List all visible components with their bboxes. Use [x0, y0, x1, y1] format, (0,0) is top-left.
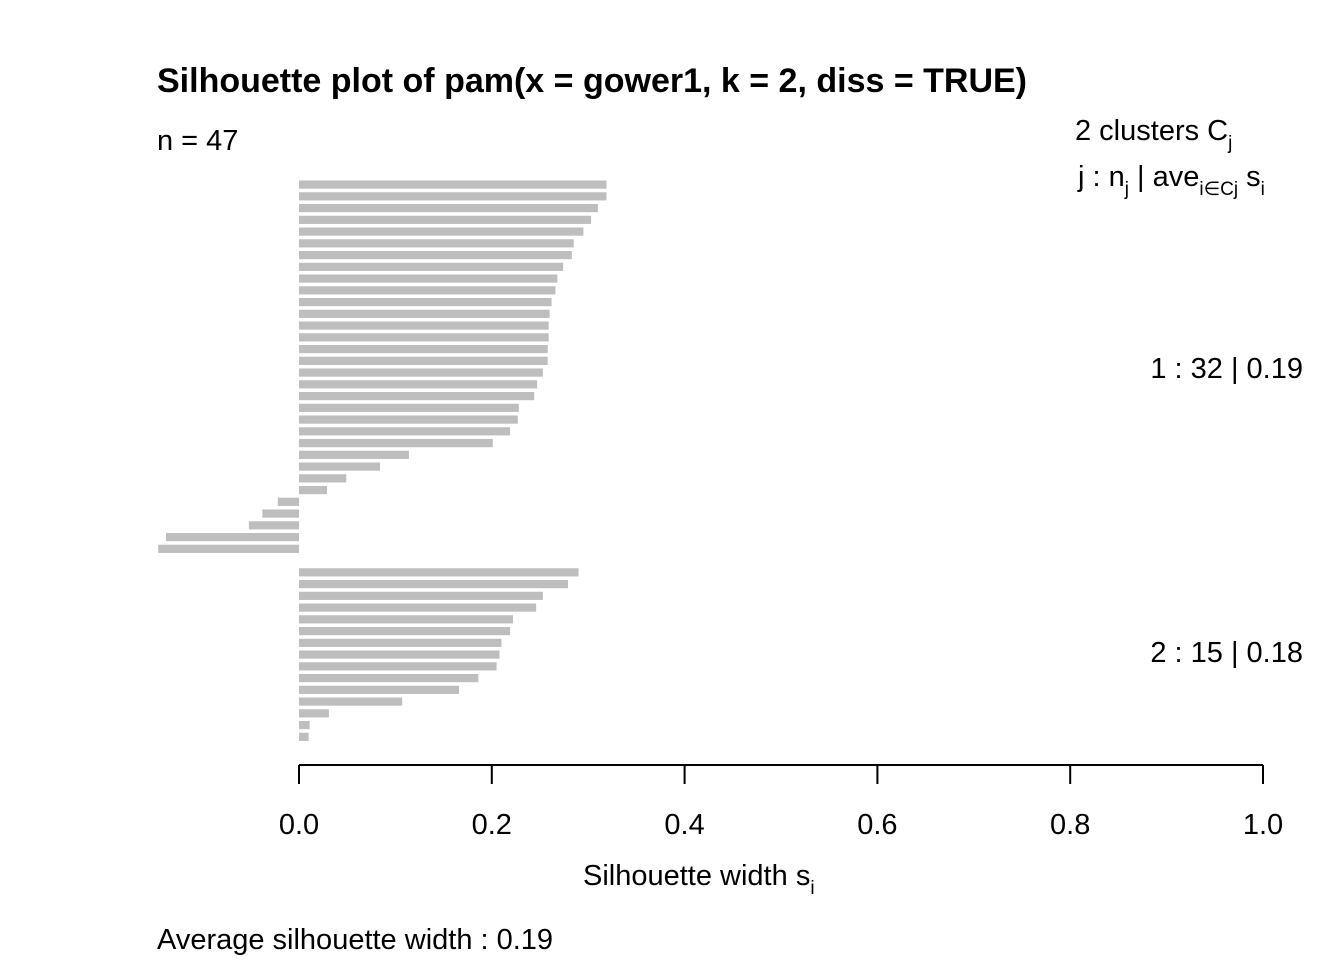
silhouette-bar-c1-19: [299, 392, 535, 401]
silhouette-bar-c1-14: [299, 333, 549, 342]
silhouette-bar-c2-14: [299, 721, 310, 730]
silhouette-bar-c2-15: [299, 732, 309, 741]
silhouette-bar-c2-7: [299, 638, 502, 647]
silhouette-bar-c1-26: [299, 474, 347, 483]
silhouette-bar-c2-12: [299, 697, 403, 706]
silhouette-bar-c1-3: [299, 204, 598, 213]
chart-title: Silhouette plot of pam(x = gower1, k = 2…: [157, 62, 1027, 100]
silhouette-bar-c2-4: [299, 603, 537, 612]
silhouette-bar-c1-21: [299, 415, 518, 424]
silhouette-bar-c2-3: [299, 591, 543, 600]
silhouette-bar-c1-18: [299, 380, 538, 389]
x-tick-label: 0.8: [1050, 809, 1090, 841]
silhouette-bar-c1-5: [299, 227, 584, 236]
silhouette-bar-c1-9: [299, 274, 558, 283]
x-tick-label: 0.4: [664, 809, 704, 841]
silhouette-bar-c1-10: [299, 286, 556, 295]
silhouette-bar-c1-30: [248, 521, 299, 530]
silhouette-bar-c2-11: [299, 685, 460, 694]
silhouette-bar-c1-1: [299, 180, 607, 189]
silhouette-bar-c1-16: [299, 356, 548, 365]
silhouette-bar-c2-10: [299, 674, 479, 683]
silhouette-bar-c2-1: [299, 568, 579, 577]
x-axis: 0.0 0.2 0.4 0.6 0.8 1.0: [279, 764, 1283, 841]
x-axis-label: Silhouette width si: [583, 860, 815, 899]
silhouette-bars: [158, 180, 607, 741]
silhouette-bar-c1-11: [299, 298, 552, 307]
silhouette-bar-c1-23: [299, 439, 493, 448]
silhouette-bar-c1-24: [299, 450, 409, 459]
silhouette-bar-c2-5: [299, 615, 514, 624]
x-tick-label: 0.2: [472, 809, 512, 841]
silhouette-bar-c1-29: [262, 509, 299, 518]
silhouette-bar-c1-6: [299, 239, 574, 248]
silhouette-bar-c1-17: [299, 368, 543, 377]
x-tick-label: 1.0: [1243, 809, 1283, 841]
silhouette-bar-c1-28: [277, 497, 299, 506]
x-tick-label: 0.0: [279, 809, 319, 841]
silhouette-bar-c1-27: [299, 486, 327, 495]
legend-columns-line: j : nj | avei∈Cj si: [1077, 161, 1265, 200]
x-tick-label: 0.6: [857, 809, 897, 841]
average-silhouette-footer: Average silhouette width : 0.19: [157, 924, 553, 956]
sample-size-label: n = 47: [157, 125, 238, 157]
silhouette-bar-c1-13: [299, 321, 549, 330]
silhouette-bar-c1-2: [299, 192, 607, 201]
silhouette-bar-c1-4: [299, 215, 592, 224]
silhouette-bar-c2-13: [299, 709, 329, 718]
silhouette-bar-c1-7: [299, 251, 572, 260]
silhouette-bar-c2-2: [299, 580, 568, 589]
silhouette-bar-c1-22: [299, 427, 511, 436]
silhouette-bar-c2-9: [299, 662, 497, 671]
silhouette-bar-c1-25: [299, 462, 380, 471]
cluster-1-summary-label: 1 : 32 | 0.19: [1150, 353, 1303, 385]
cluster-2-summary-label: 2 : 15 | 0.18: [1150, 637, 1303, 669]
legend-clusters-line: 2 clusters Cj: [1075, 115, 1232, 154]
silhouette-bar-c2-6: [299, 627, 511, 636]
silhouette-bar-c2-8: [299, 650, 500, 659]
silhouette-bar-c1-32: [158, 544, 299, 553]
silhouette-bar-c1-12: [299, 309, 550, 318]
silhouette-bar-c1-31: [165, 533, 299, 542]
silhouette-bar-c1-20: [299, 403, 519, 412]
silhouette-bar-c1-8: [299, 262, 564, 271]
silhouette-bar-c1-15: [299, 345, 548, 354]
